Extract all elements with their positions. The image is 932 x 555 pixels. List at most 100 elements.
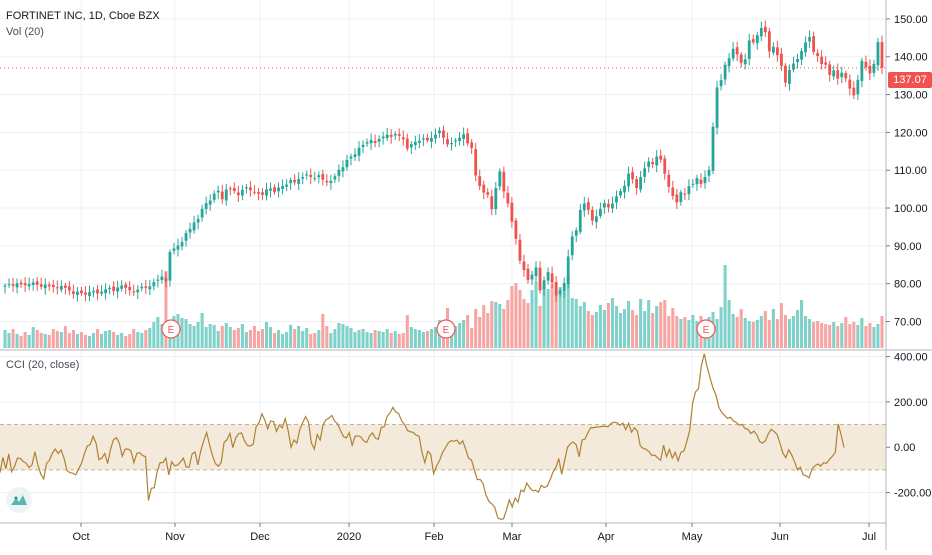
candle-body bbox=[63, 285, 67, 288]
volume-bar bbox=[671, 308, 675, 348]
candle-body bbox=[699, 179, 703, 184]
cci-label: CCI (20, close) bbox=[6, 359, 80, 371]
candle-body bbox=[623, 185, 626, 193]
volume-bar bbox=[75, 334, 79, 348]
volume-bar bbox=[723, 265, 727, 348]
candle-body bbox=[784, 65, 787, 83]
volume-bar bbox=[353, 332, 357, 348]
candle-body bbox=[603, 203, 606, 208]
candle-body bbox=[297, 178, 301, 184]
candle-body bbox=[108, 287, 112, 290]
volume-bar bbox=[184, 319, 188, 348]
volume-bar bbox=[675, 316, 679, 348]
candle-body bbox=[703, 177, 707, 184]
tradingview-logo-icon[interactable] bbox=[6, 487, 32, 513]
volume-bar bbox=[538, 306, 542, 348]
candle-body bbox=[426, 137, 429, 141]
volume-bar bbox=[771, 309, 775, 348]
candle-body bbox=[522, 261, 526, 271]
cci-tick-label: 0.00 bbox=[894, 442, 915, 454]
volume-bar bbox=[816, 321, 820, 348]
volume-bar bbox=[747, 321, 751, 348]
candle-body bbox=[96, 289, 99, 294]
volume-bar bbox=[289, 325, 293, 348]
candle-body bbox=[494, 187, 498, 210]
volume-bar bbox=[337, 323, 341, 348]
volume-bar bbox=[522, 299, 526, 348]
volume-bar bbox=[578, 306, 582, 348]
volume-bar bbox=[856, 325, 860, 348]
candle-body bbox=[880, 42, 884, 68]
candle-body bbox=[273, 187, 276, 193]
candle-body bbox=[329, 180, 333, 184]
candle-body bbox=[868, 65, 872, 74]
time-tick-label: Feb bbox=[425, 531, 444, 543]
candle-body bbox=[598, 208, 602, 216]
candle-body bbox=[232, 188, 236, 192]
volume-bar bbox=[71, 330, 75, 348]
volume-bar bbox=[389, 333, 393, 348]
candle-body bbox=[7, 284, 11, 286]
candle-body bbox=[631, 172, 634, 180]
candle-body bbox=[430, 138, 433, 142]
volume-bar bbox=[317, 330, 321, 348]
candle-body bbox=[594, 216, 598, 223]
volume-bar bbox=[828, 325, 832, 348]
volume-bar bbox=[240, 324, 244, 348]
candle-body bbox=[590, 209, 594, 221]
volume-bar bbox=[719, 307, 723, 348]
volume-bar bbox=[691, 315, 695, 348]
volume-bar bbox=[204, 327, 208, 348]
candle-body bbox=[820, 56, 824, 64]
candle-body bbox=[100, 291, 103, 294]
candle-body bbox=[257, 192, 260, 194]
candle-body bbox=[800, 51, 803, 60]
candle-body bbox=[683, 193, 687, 195]
volume-bar bbox=[277, 330, 281, 348]
candle-body bbox=[43, 284, 47, 289]
time-tick-label: Nov bbox=[165, 531, 185, 543]
candle-body bbox=[39, 284, 43, 287]
candle-body bbox=[771, 46, 775, 53]
candle-body bbox=[707, 169, 711, 176]
time-tick-label: 2020 bbox=[337, 531, 361, 543]
candle-body bbox=[19, 282, 23, 285]
candle-body bbox=[3, 285, 7, 287]
volume-bar bbox=[164, 271, 168, 348]
volume-bar bbox=[393, 331, 397, 348]
volume-bar bbox=[618, 313, 623, 348]
volume-bar bbox=[27, 335, 31, 348]
volume-bar bbox=[526, 303, 530, 348]
volume-bar bbox=[63, 326, 67, 348]
volume-bar bbox=[775, 319, 779, 348]
candle-body bbox=[442, 130, 445, 138]
candle-body bbox=[876, 41, 880, 66]
candle-body bbox=[450, 142, 453, 145]
volume-bar bbox=[55, 331, 59, 348]
candle-body bbox=[47, 284, 51, 287]
candle-body bbox=[397, 134, 401, 136]
time-tick-label: Apr bbox=[597, 531, 614, 543]
candle-body bbox=[301, 177, 305, 179]
volume-label: Vol (20) bbox=[6, 26, 44, 38]
volume-bar bbox=[542, 287, 546, 348]
volume-bar bbox=[804, 316, 808, 348]
volume-bar bbox=[582, 302, 586, 348]
volume-bar bbox=[715, 319, 719, 348]
candle-body bbox=[582, 203, 586, 211]
volume-bar bbox=[140, 333, 144, 348]
candle-body bbox=[635, 179, 639, 188]
candle-body bbox=[767, 31, 771, 52]
candle-body bbox=[788, 69, 791, 84]
candle-body bbox=[542, 280, 546, 289]
volume-bar bbox=[872, 327, 876, 348]
volume-bar bbox=[478, 317, 482, 348]
volume-bar bbox=[67, 333, 71, 348]
candle-body bbox=[466, 133, 470, 144]
candle-body bbox=[438, 130, 441, 134]
candle-body bbox=[643, 168, 647, 177]
volume-bar bbox=[840, 323, 844, 348]
price-tick-label: 80.00 bbox=[894, 279, 922, 291]
candle-body bbox=[385, 134, 389, 139]
